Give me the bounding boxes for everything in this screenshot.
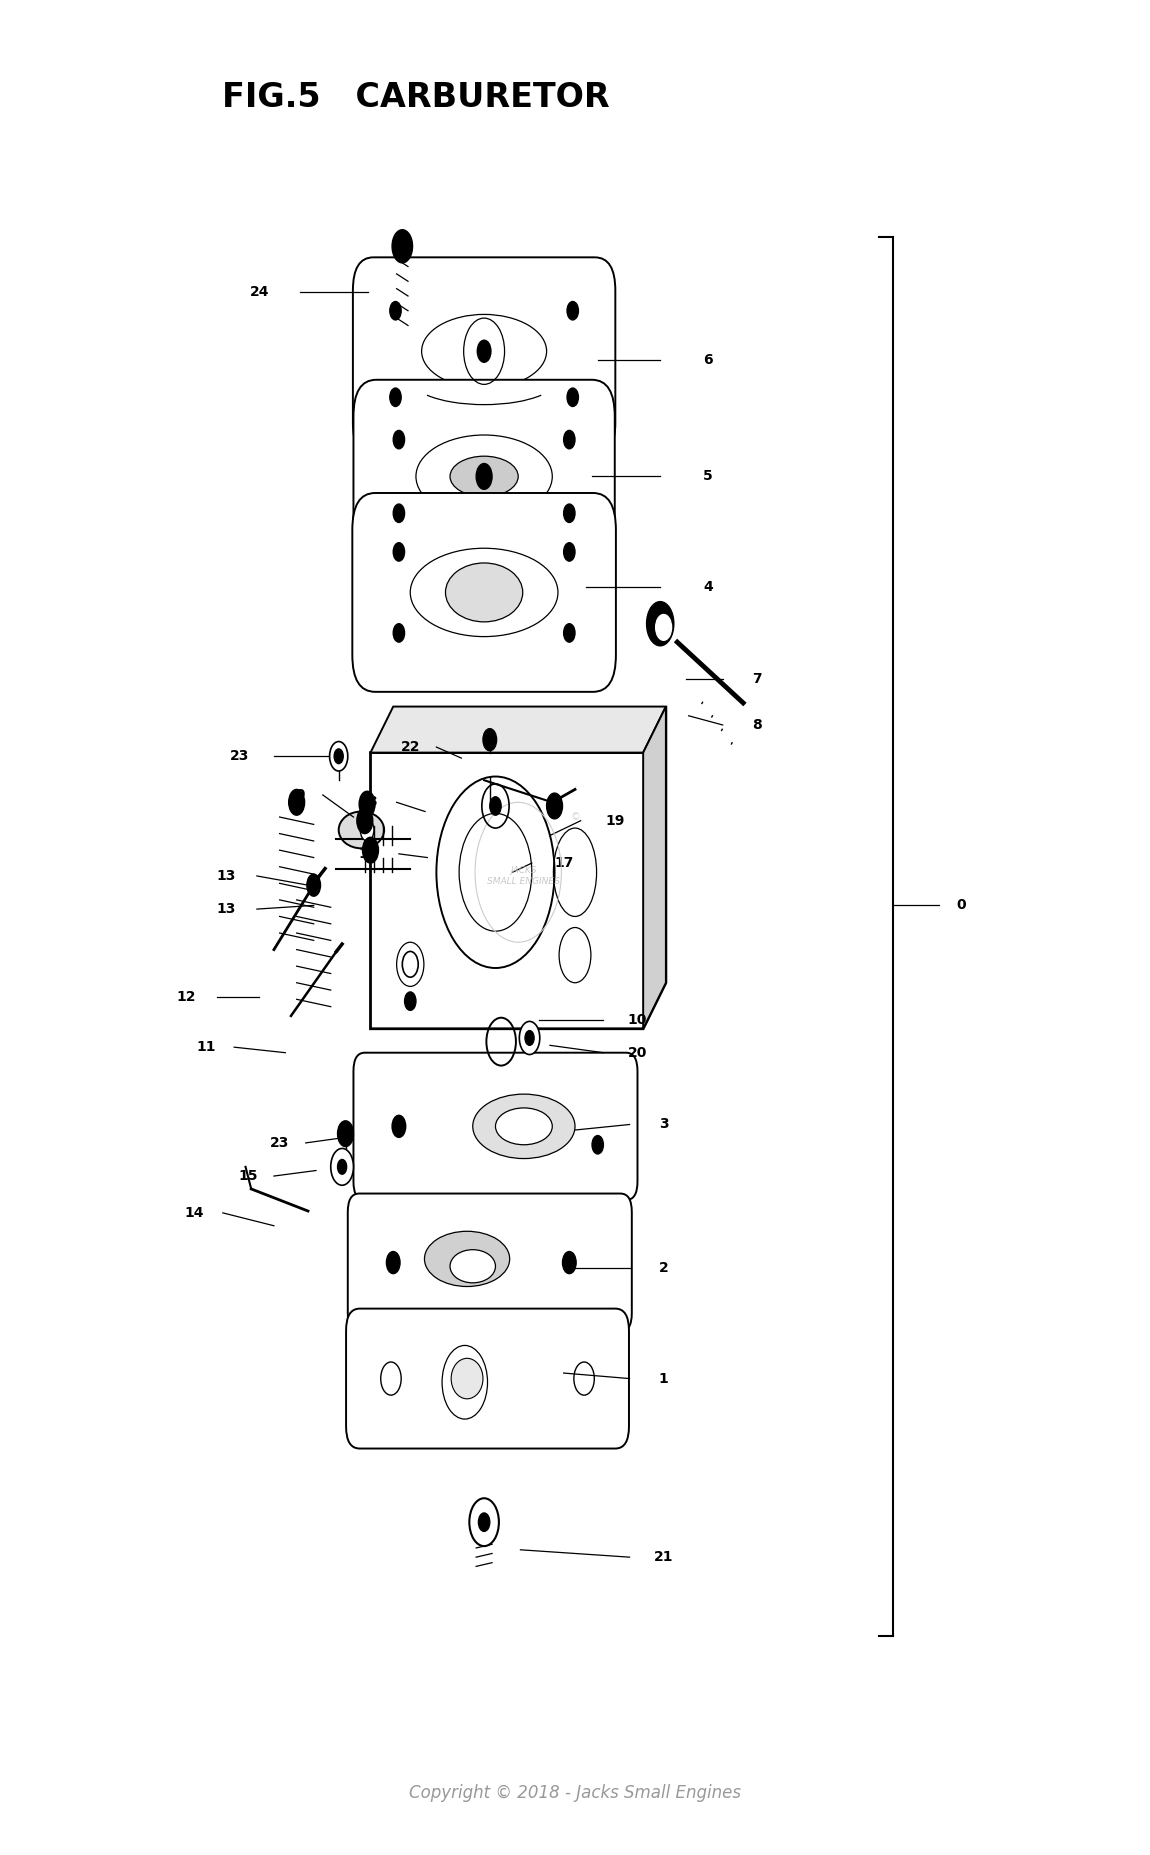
Polygon shape (370, 707, 666, 1030)
Text: 5: 5 (703, 469, 713, 484)
Ellipse shape (553, 827, 597, 916)
Circle shape (656, 614, 672, 640)
Circle shape (360, 818, 374, 840)
Circle shape (469, 1499, 499, 1545)
Circle shape (476, 464, 492, 490)
Ellipse shape (445, 562, 523, 621)
Circle shape (567, 388, 578, 406)
Circle shape (646, 601, 674, 646)
Circle shape (405, 992, 416, 1011)
Polygon shape (370, 707, 666, 753)
FancyBboxPatch shape (346, 1308, 629, 1449)
Circle shape (478, 1514, 490, 1532)
Circle shape (390, 302, 401, 319)
Text: 2: 2 (659, 1261, 668, 1274)
Ellipse shape (473, 1094, 575, 1159)
Circle shape (490, 798, 501, 814)
Text: 14: 14 (185, 1206, 205, 1221)
Text: 10: 10 (628, 1013, 647, 1026)
Circle shape (392, 230, 413, 263)
Text: ©: © (570, 812, 580, 822)
Circle shape (307, 874, 321, 896)
Text: 4: 4 (703, 581, 713, 594)
Circle shape (564, 623, 575, 642)
Circle shape (393, 623, 405, 642)
Circle shape (356, 807, 373, 833)
Ellipse shape (411, 549, 558, 636)
FancyBboxPatch shape (347, 1193, 631, 1332)
Text: 13: 13 (216, 868, 236, 883)
Text: 23: 23 (230, 749, 250, 762)
Ellipse shape (450, 456, 519, 497)
Text: 16: 16 (359, 848, 378, 861)
Circle shape (562, 1252, 576, 1274)
Text: 9: 9 (296, 788, 305, 801)
Text: FIG.5   CARBURETOR: FIG.5 CARBURETOR (222, 80, 610, 113)
Circle shape (390, 388, 401, 406)
Circle shape (526, 1031, 534, 1046)
Circle shape (392, 1115, 406, 1137)
Circle shape (520, 1022, 539, 1054)
Circle shape (477, 339, 491, 362)
Circle shape (483, 729, 497, 751)
Text: 12: 12 (177, 991, 197, 1004)
Ellipse shape (424, 1232, 509, 1287)
Ellipse shape (450, 1250, 496, 1284)
Circle shape (289, 790, 305, 814)
Text: 24: 24 (250, 286, 269, 299)
Text: 21: 21 (654, 1551, 674, 1564)
Circle shape (335, 749, 343, 764)
Text: JACKS
SMALL ENGINES: JACKS SMALL ENGINES (488, 866, 560, 885)
FancyBboxPatch shape (353, 380, 615, 573)
Text: 20: 20 (628, 1046, 647, 1059)
Circle shape (564, 505, 575, 523)
FancyBboxPatch shape (353, 258, 615, 456)
Circle shape (567, 302, 578, 319)
Circle shape (362, 837, 378, 863)
Text: 17: 17 (554, 855, 574, 870)
Circle shape (564, 430, 575, 449)
Circle shape (564, 544, 575, 560)
Text: 1: 1 (659, 1371, 668, 1386)
Circle shape (592, 1135, 604, 1154)
Circle shape (393, 505, 405, 523)
Circle shape (338, 1159, 346, 1174)
Circle shape (359, 792, 375, 816)
Text: 6: 6 (703, 354, 713, 367)
Text: 7: 7 (752, 672, 761, 686)
Text: 8: 8 (752, 718, 761, 733)
Text: 3: 3 (659, 1117, 668, 1132)
Text: 19: 19 (605, 814, 624, 827)
Text: 18: 18 (359, 796, 378, 809)
Circle shape (338, 1120, 353, 1146)
Text: 0: 0 (957, 898, 966, 913)
Text: 23: 23 (270, 1135, 290, 1150)
Polygon shape (643, 707, 666, 1030)
Circle shape (330, 742, 347, 772)
Text: 13: 13 (216, 902, 236, 916)
Ellipse shape (559, 928, 591, 983)
Text: 11: 11 (196, 1041, 215, 1054)
Text: Copyright © 2018 - Jacks Small Engines: Copyright © 2018 - Jacks Small Engines (409, 1785, 741, 1801)
Circle shape (402, 952, 419, 978)
Text: 15: 15 (238, 1169, 258, 1183)
Circle shape (331, 1148, 353, 1185)
Circle shape (386, 1252, 400, 1274)
Ellipse shape (496, 1107, 552, 1145)
Circle shape (393, 430, 405, 449)
Ellipse shape (416, 436, 552, 518)
Circle shape (393, 544, 405, 560)
Ellipse shape (339, 811, 384, 848)
FancyBboxPatch shape (352, 493, 616, 692)
Ellipse shape (422, 313, 546, 388)
Circle shape (546, 794, 562, 818)
Text: 22: 22 (400, 740, 420, 755)
Ellipse shape (451, 1358, 483, 1399)
FancyBboxPatch shape (353, 1052, 637, 1200)
